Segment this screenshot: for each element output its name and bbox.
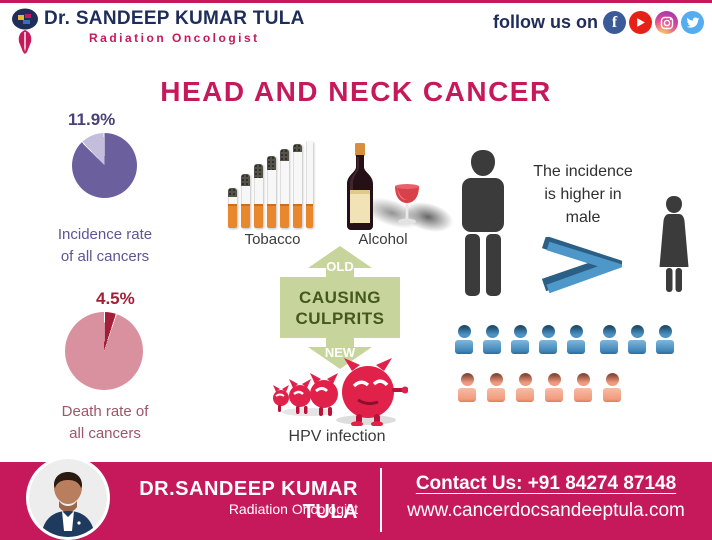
new-down-arrow: NEW bbox=[308, 338, 372, 374]
incidence-note-line1: The incidence bbox=[533, 163, 633, 180]
youtube-icon[interactable] bbox=[629, 11, 652, 34]
alcohol-label: Alcohol bbox=[358, 231, 408, 248]
top-accent-line bbox=[0, 0, 712, 3]
incidence-label-line1: Incidence rate bbox=[57, 226, 153, 243]
doctor-photo bbox=[26, 456, 110, 540]
wine-bottle-icon bbox=[343, 143, 377, 235]
death-pie-chart bbox=[65, 312, 143, 390]
new-label: NEW bbox=[325, 345, 356, 360]
footer-doctor-name: DR.SANDEEP KUMAR TULA bbox=[139, 478, 358, 523]
female-silhouette-icon bbox=[655, 196, 693, 301]
follow-us-label: follow us on bbox=[493, 12, 598, 32]
old-up-arrow: OLD bbox=[308, 246, 372, 282]
death-label-line1: Death rate of bbox=[61, 403, 149, 420]
female-pictogram-row bbox=[458, 373, 621, 402]
person-icon-male bbox=[539, 325, 557, 354]
twitter-icon[interactable] bbox=[681, 11, 704, 34]
footer-doctor-title: Radiation Oncologist bbox=[228, 501, 358, 517]
clinic-logo: Dr. SANDEEP KUMAR TULA Radiation Oncolog… bbox=[10, 8, 305, 59]
cigarette-icon bbox=[306, 141, 313, 228]
footer-band bbox=[0, 462, 712, 540]
cigarette-icon bbox=[228, 188, 237, 228]
cigarette-icon bbox=[254, 164, 263, 228]
greater-than-icon bbox=[540, 235, 629, 298]
social-bar: follow us on f bbox=[493, 11, 704, 34]
death-value: 4.5% bbox=[96, 289, 135, 308]
cigarette-icon bbox=[267, 156, 276, 228]
incidence-label: Incidence rate of all cancers bbox=[25, 224, 185, 268]
person-icon-female bbox=[516, 373, 534, 402]
male-silhouette-icon bbox=[458, 150, 508, 301]
person-icon-female bbox=[545, 373, 563, 402]
logo-subtitle: Radiation Oncologist bbox=[89, 31, 260, 45]
person-icon-male bbox=[567, 325, 585, 354]
person-icon-female bbox=[574, 373, 592, 402]
person-icon-female bbox=[458, 373, 476, 402]
incidence-pie-chart bbox=[72, 133, 137, 198]
facebook-icon[interactable]: f bbox=[603, 11, 626, 34]
person-icon-male bbox=[600, 325, 618, 354]
incidence-note: The incidence is higher in male bbox=[523, 160, 643, 229]
person-icon-female bbox=[603, 373, 621, 402]
death-label: Death rate of all cancers bbox=[25, 401, 185, 445]
page-title: HEAD AND NECK CANCER bbox=[160, 76, 552, 107]
causing-culprits-box: CAUSING CULPRITS bbox=[280, 277, 400, 338]
cigarette-icon bbox=[280, 149, 289, 228]
footer-divider bbox=[380, 468, 382, 532]
hpv-infection-label: HPV infection bbox=[288, 428, 386, 445]
tobacco-label: Tobacco bbox=[244, 231, 301, 248]
website-link[interactable]: www.cancerdocsandeeptula.com bbox=[407, 500, 685, 521]
causing-label: CAUSING bbox=[299, 287, 381, 307]
wine-glass-icon bbox=[392, 183, 422, 232]
person-icon-male bbox=[511, 325, 529, 354]
incidence-note-line2: is higher in bbox=[544, 186, 622, 203]
header: Dr. SANDEEP KUMAR TULA Radiation Oncolog… bbox=[0, 3, 712, 61]
incidence-note-line3: male bbox=[565, 209, 601, 226]
hpv-virus-illustration bbox=[268, 356, 409, 431]
incidence-label-line2: of all cancers bbox=[60, 248, 150, 265]
male-pictogram-row bbox=[455, 325, 674, 354]
person-icon-male bbox=[628, 325, 646, 354]
logo-title: Dr. SANDEEP KUMAR TULA bbox=[44, 8, 305, 29]
person-icon-male bbox=[455, 325, 473, 354]
clinic-logo-icon bbox=[10, 8, 40, 59]
person-icon-male bbox=[483, 325, 501, 354]
culprits-label: CULPRITS bbox=[295, 308, 385, 328]
clinic-logo-text: Dr. SANDEEP KUMAR TULA Radiation Oncolog… bbox=[44, 8, 305, 45]
cigarettes-illustration bbox=[228, 140, 313, 228]
cigarette-icon bbox=[241, 174, 250, 228]
contact-phone-link[interactable]: Contact Us: +91 84274 87148 bbox=[415, 473, 677, 494]
death-label-line2: all cancers bbox=[69, 425, 141, 442]
person-icon-male bbox=[656, 325, 674, 354]
instagram-icon[interactable] bbox=[655, 11, 678, 34]
person-icon-female bbox=[487, 373, 505, 402]
cigarette-icon bbox=[293, 144, 302, 228]
old-label: OLD bbox=[326, 259, 353, 274]
incidence-value: 11.9% bbox=[68, 110, 116, 129]
